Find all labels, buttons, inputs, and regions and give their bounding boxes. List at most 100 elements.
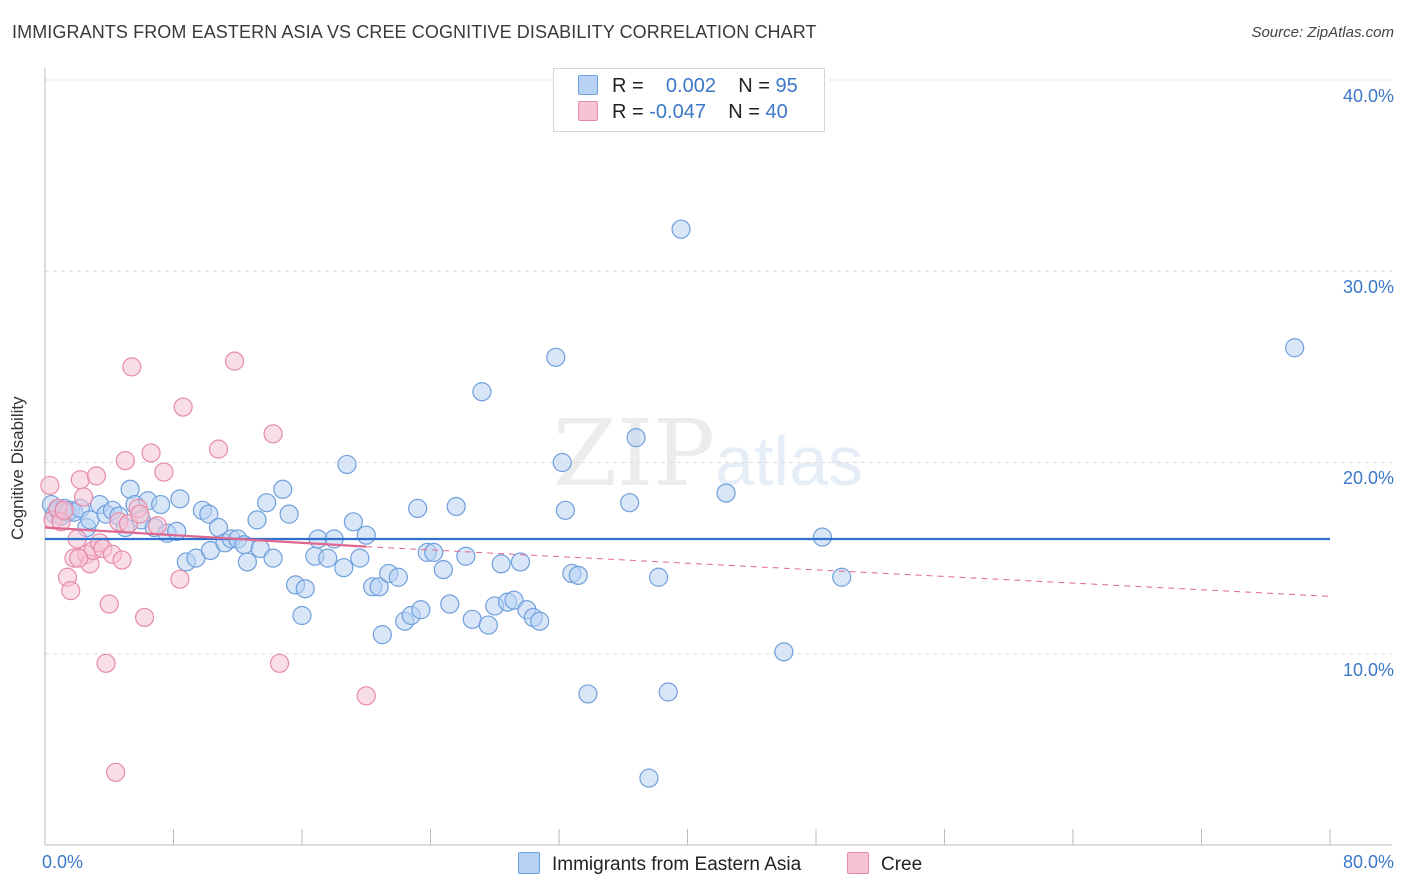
eastern-asia-point	[350, 548, 370, 568]
cree-point	[130, 504, 150, 524]
legend-label: Cree	[881, 854, 923, 875]
y-axis-label: Cognitive Disability	[8, 396, 27, 540]
watermark: ZIPatlas	[553, 400, 863, 507]
legend-label: Immigrants from Eastern Asia	[552, 854, 802, 875]
watermark-zip: ZIP	[553, 400, 716, 507]
cree-point	[147, 516, 168, 536]
cree-point	[61, 581, 81, 601]
eastern-asia-point	[472, 382, 492, 402]
eastern-asia-point	[279, 504, 299, 524]
eastern-asia-point	[639, 768, 659, 788]
eastern-asia-point	[812, 527, 833, 547]
cree-point	[269, 653, 290, 673]
blue-swatch-icon	[578, 75, 598, 95]
y-tick-label-20: 20.0%	[1342, 468, 1394, 488]
cree-trend-line	[44, 526, 367, 548]
n-value: 40	[765, 101, 788, 123]
eastern-asia-point	[408, 498, 428, 518]
legend-row-cree: R = -0.047 N = 40	[578, 101, 788, 127]
cree-point	[134, 607, 155, 628]
eastern-asia-point	[446, 496, 466, 517]
cree-point	[54, 500, 74, 520]
eastern-asia-point	[263, 548, 283, 568]
eastern-asia-point	[170, 489, 190, 509]
n-label: N =	[728, 101, 760, 123]
eastern-asia-point	[388, 567, 408, 587]
eastern-asia-point	[648, 567, 669, 587]
r-value: 0.002	[665, 75, 716, 97]
eastern-asia-point	[491, 554, 511, 574]
cree-point	[173, 397, 193, 417]
bottom-legend-eastern-asia: Immigrants from Eastern Asia	[518, 852, 801, 876]
pink-swatch-icon	[847, 852, 869, 874]
stats-legend: R = 0.002 N = 95 R = -0.047 N = 40	[553, 68, 825, 132]
eastern-asia-point	[462, 609, 482, 629]
eastern-asia-point	[167, 521, 187, 541]
n-label: N =	[738, 75, 770, 97]
eastern-asia-point	[151, 494, 171, 515]
cree-point	[106, 762, 126, 782]
eastern-asia-point	[774, 642, 794, 662]
watermark-atlas: atlas	[715, 422, 864, 500]
x-tick-label-min: 0.0%	[42, 852, 84, 872]
eastern-asia-point	[411, 600, 431, 620]
eastern-asia-point	[372, 625, 392, 645]
cree-point	[263, 424, 283, 444]
eastern-asia-point	[356, 525, 376, 545]
eastern-asia-point	[510, 552, 531, 572]
y-tick-label-40: 40.0%	[1342, 86, 1394, 106]
cree-trend-line-extended	[366, 546, 1331, 597]
legend-row-eastern-asia: R = 0.002 N = 95	[578, 75, 798, 101]
eastern-asia-point	[456, 546, 476, 566]
cree-point	[224, 351, 245, 371]
cree-point	[170, 569, 190, 589]
eastern-asia-point	[369, 577, 389, 597]
cree-point	[208, 439, 229, 459]
x-tick-label-max: 80.0%	[1342, 852, 1394, 872]
eastern-asia-point	[504, 590, 524, 610]
eastern-asia-point	[658, 682, 678, 702]
eastern-asia-point	[337, 454, 357, 475]
eastern-asia-point	[199, 504, 219, 524]
cree-point	[356, 686, 376, 706]
cree-point	[70, 470, 90, 490]
n-value: 95	[775, 75, 798, 97]
r-label: R =	[612, 75, 644, 97]
eastern-asia-point	[716, 483, 736, 503]
y-tick-label-30: 30.0%	[1342, 277, 1394, 297]
eastern-asia-point	[433, 559, 453, 580]
eastern-asia-point	[424, 542, 444, 562]
eastern-asia-point	[1285, 338, 1305, 358]
cree-point	[112, 550, 132, 570]
cree-point	[86, 466, 107, 486]
eastern-asia-point	[247, 510, 267, 530]
eastern-asia-point	[555, 500, 576, 520]
eastern-asia-point	[671, 219, 691, 239]
eastern-asia-point	[530, 611, 550, 631]
eastern-asia-point	[237, 552, 257, 572]
eastern-asia-point	[578, 684, 598, 704]
eastern-asia-point	[273, 479, 293, 499]
eastern-asia-point	[620, 493, 640, 513]
cree-point	[73, 487, 94, 507]
eastern-asia-point	[257, 493, 277, 513]
eastern-asia-point	[832, 567, 852, 587]
cree-point	[99, 594, 119, 614]
cree-point	[154, 462, 174, 482]
eastern-asia-point	[626, 428, 646, 448]
cree-point	[122, 357, 142, 377]
r-label: R =	[612, 101, 644, 123]
y-tick-label-10: 10.0%	[1342, 660, 1394, 680]
r-value: -0.047	[649, 101, 706, 123]
eastern-asia-point	[478, 615, 498, 635]
bottom-legend-cree: Cree	[847, 852, 922, 876]
cree-point	[115, 450, 135, 471]
eastern-asia-point	[343, 512, 363, 532]
cree-point	[141, 443, 161, 463]
chart-title: IMMIGRANTS FROM EASTERN ASIA VS CREE COG…	[12, 22, 817, 42]
eastern-asia-point	[318, 548, 338, 568]
eastern-asia-point	[440, 594, 460, 614]
eastern-asia-point	[568, 565, 588, 585]
eastern-asia-point	[546, 347, 566, 367]
